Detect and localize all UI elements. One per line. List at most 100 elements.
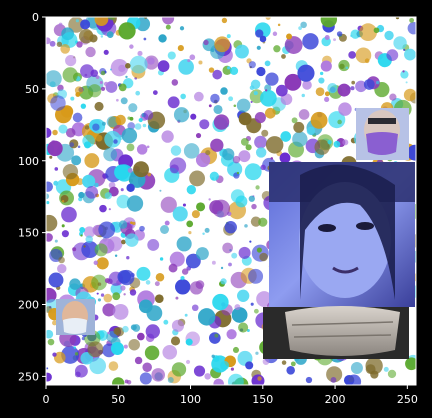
confetti-dot	[195, 132, 202, 139]
confetti-dot	[125, 75, 128, 79]
confetti-dot	[123, 293, 126, 296]
confetti-dot	[229, 66, 239, 75]
confetti-dot	[320, 17, 338, 28]
confetti-dot	[232, 346, 240, 354]
confetti-dot	[265, 136, 284, 154]
confetti-dot	[330, 377, 337, 383]
image-area	[46, 17, 416, 385]
confetti-dot	[126, 256, 130, 260]
confetti-dot	[145, 280, 151, 285]
confetti-dot	[185, 359, 191, 364]
y-tick-label: 200	[18, 299, 39, 312]
confetti-dot	[47, 338, 55, 346]
confetti-dot	[60, 44, 71, 54]
x-tick-label: 150	[252, 393, 273, 406]
confetti-dot	[61, 206, 77, 223]
confetti-dot	[65, 127, 76, 138]
confetti-dot	[324, 91, 330, 97]
confetti-dot	[324, 96, 330, 103]
confetti-dot	[152, 90, 158, 95]
confetti-dot	[61, 32, 78, 48]
confetti-dot	[145, 324, 160, 339]
confetti-dot	[284, 73, 302, 91]
confetti-dot	[173, 107, 190, 123]
confetti-dot	[114, 254, 118, 257]
confetti-dot	[189, 54, 196, 61]
confetti-dot	[387, 369, 397, 379]
confetti-dot	[137, 50, 143, 57]
confetti-dot	[273, 45, 281, 53]
confetti-dot	[104, 130, 122, 148]
confetti-dot	[205, 150, 211, 156]
confetti-dot	[170, 145, 182, 156]
confetti-dot	[116, 194, 131, 209]
confetti-dot	[246, 329, 250, 332]
confetti-dot	[147, 172, 152, 177]
confetti-dot	[318, 77, 325, 84]
confetti-dot	[262, 358, 270, 365]
confetti-dot	[46, 37, 51, 45]
confetti-dot	[73, 346, 76, 349]
confetti-dot	[139, 372, 152, 385]
confetti-dot	[302, 33, 319, 50]
confetti-dot	[53, 351, 66, 364]
confetti-dot	[103, 49, 109, 55]
confetti-dot	[120, 97, 128, 105]
confetti-dot	[180, 93, 186, 100]
confetti-dot	[160, 196, 177, 213]
confetti-dot	[151, 368, 165, 382]
confetti-dot	[110, 283, 123, 295]
confetti-dot	[112, 292, 121, 301]
confetti-dot	[185, 338, 193, 346]
confetti-dot	[118, 83, 127, 92]
confetti-dot	[255, 185, 260, 190]
confetti-dot	[126, 195, 144, 212]
confetti-dot	[129, 44, 134, 49]
confetti-dot	[103, 293, 113, 303]
confetti-dot	[233, 104, 237, 108]
confetti-dot	[65, 55, 77, 67]
confetti-dot	[130, 272, 135, 278]
confetti-dot	[214, 333, 219, 338]
confetti-dot	[203, 39, 209, 46]
confetti-dot	[351, 80, 356, 85]
confetti-dot	[190, 113, 197, 120]
small-masked-face-left	[56, 299, 95, 335]
confetti-dot	[198, 60, 203, 65]
x-tick-label: 200	[325, 393, 346, 406]
confetti-dot	[365, 364, 376, 375]
confetti-dot	[136, 144, 148, 155]
confetti-dot	[164, 220, 170, 226]
confetti-dot	[197, 308, 216, 326]
confetti-dot	[83, 245, 86, 248]
confetti-dot	[167, 96, 180, 109]
confetti-dot	[220, 87, 228, 95]
confetti-dot	[108, 208, 111, 211]
confetti-dot	[256, 142, 262, 147]
confetti-dot	[46, 201, 50, 205]
confetti-dot	[61, 200, 65, 203]
confetti-dot	[270, 157, 274, 160]
confetti-dot	[209, 171, 219, 181]
confetti-dot	[138, 299, 153, 314]
confetti-dot	[143, 37, 147, 41]
confetti-dot	[230, 367, 234, 371]
confetti-dot	[147, 57, 155, 65]
confetti-dot	[74, 86, 84, 95]
confetti-dot	[77, 145, 81, 149]
confetti-dot	[256, 45, 261, 50]
confetti-dot	[78, 191, 85, 199]
confetti-dot	[128, 338, 140, 351]
confetti-dot	[265, 89, 268, 92]
confetti-dot	[222, 148, 235, 161]
confetti-dot	[83, 226, 96, 238]
confetti-dot	[280, 131, 292, 142]
confetti-dot	[189, 170, 206, 187]
confetti-dot	[210, 93, 220, 104]
confetti-dot	[95, 134, 103, 142]
confetti-dot	[363, 79, 375, 90]
confetti-dot	[182, 203, 186, 207]
confetti-dot	[126, 183, 135, 193]
confetti-dot	[124, 379, 129, 384]
confetti-dot	[85, 46, 96, 58]
